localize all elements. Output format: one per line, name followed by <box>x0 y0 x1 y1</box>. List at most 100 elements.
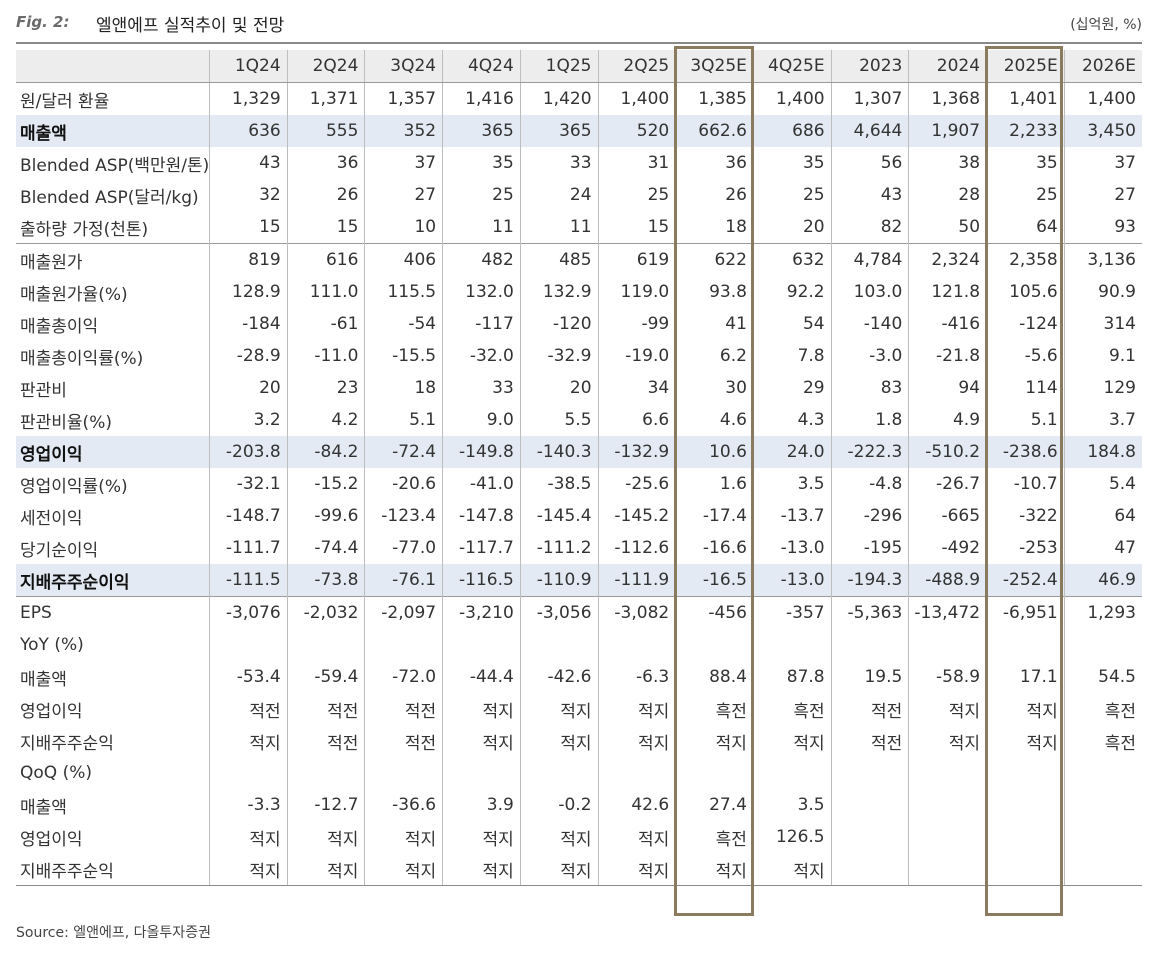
table-cell: 적지 <box>675 853 754 886</box>
table-cell: 적지 <box>597 693 676 725</box>
table-cell: 6.6 <box>597 404 676 436</box>
table-cell: 적전 <box>364 693 443 725</box>
row-label: 영업이익 <box>20 829 83 850</box>
table-cell: 3,450 <box>1063 115 1142 147</box>
table-cell: -123.4 <box>364 500 443 532</box>
table-cell: -21.8 <box>908 340 987 372</box>
table-cell: -140.3 <box>519 436 599 468</box>
table-cell: -32.0 <box>442 340 521 372</box>
table-cell: 619 <box>597 243 676 276</box>
table-row: 매출액 -53.4 -59.4 -72.0 -44.4 -42.6 -6.3 88.4 87.8… <box>16 661 1142 693</box>
table-cell: 24.0 <box>752 436 832 468</box>
row-label: 매출원가 <box>16 243 210 276</box>
table-cell <box>830 853 909 886</box>
row-label: 매출액 <box>16 115 210 147</box>
table-cell: 2,324 <box>908 243 987 276</box>
table-cell <box>675 629 754 661</box>
column-header: 1Q25 <box>519 50 599 83</box>
table-cell: 129 <box>1063 372 1142 404</box>
table-cell: 25 <box>986 179 1065 211</box>
figure-number: Fig. 2: <box>16 13 70 31</box>
table-cell <box>986 821 1065 853</box>
table-cell: 적지 <box>519 821 599 853</box>
table-cell: 적전 <box>364 725 443 757</box>
header-label-cell <box>16 50 210 83</box>
table-row: 매출총이익률(%) -28.9 -11.0 -15.5 -32.0 -32.9 -19.0 6… <box>16 340 1142 372</box>
table-cell: -36.6 <box>364 789 443 821</box>
table-cell: 10 <box>364 211 443 244</box>
table-cell: 1,416 <box>442 82 521 115</box>
table-cell: 적전 <box>286 693 365 725</box>
table-cell: -26.7 <box>908 468 987 500</box>
table-cell: 616 <box>286 243 365 276</box>
table-cell: -99.6 <box>286 500 365 532</box>
table-cell <box>286 757 365 789</box>
table-cell <box>830 821 909 853</box>
table-cell: 27 <box>364 179 443 211</box>
row-label: 매출액 <box>20 797 67 818</box>
table-cell: 485 <box>519 243 599 276</box>
table-cell: 43 <box>830 179 909 211</box>
table-row: Blended ASP(달러/kg) 32 26 27 25 24 25 26 25 43 28 25… <box>16 179 1142 211</box>
column-header: 2Q24 <box>286 50 365 83</box>
table-cell: 92.2 <box>752 276 832 308</box>
row-label: 지배주주순익 <box>16 853 210 886</box>
table-cell: 32 <box>209 179 288 211</box>
table-cell: 1,293 <box>1063 596 1142 629</box>
table-cell: -17.4 <box>675 500 754 532</box>
table-cell: -117.7 <box>442 532 521 564</box>
column-header: 3Q25E <box>675 50 754 83</box>
table-cell: -5.6 <box>986 340 1065 372</box>
table-cell: -84.2 <box>286 436 365 468</box>
table-cell: 9.0 <box>442 404 521 436</box>
table-cell: -111.9 <box>597 564 676 597</box>
table-cell: 103.0 <box>830 276 909 308</box>
table-cell: 482 <box>442 243 521 276</box>
top-rule <box>16 42 1142 44</box>
table-cell: -61 <box>286 308 365 340</box>
column-header: 2Q25 <box>597 50 676 83</box>
table-cell: -76.1 <box>364 564 443 597</box>
table-cell: 20 <box>752 211 832 244</box>
figure-header: Fig. 2: 엘앤에프 실적추이 및 전망 (십억원, %) <box>16 8 1142 38</box>
table-cell: 3.5 <box>752 789 832 821</box>
row-label: 영업이익 <box>20 701 83 722</box>
table-row: 매출액 -3.3 -12.7 -36.6 3.9 -0.2 42.6 27.4 3.5 <box>16 789 1142 821</box>
table-row: 영업이익 적전 적전 적전 적지 적지 적지 흑전 흑전 적전 적지 적지 흑전 <box>16 693 1142 725</box>
table-cell: -145.2 <box>597 500 676 532</box>
table-cell: -132.9 <box>597 436 676 468</box>
table-cell: -665 <box>908 500 987 532</box>
table-cell: 흑전 <box>752 693 832 725</box>
table-cell: -38.5 <box>519 468 599 500</box>
column-header: 3Q24 <box>364 50 443 83</box>
table-cell <box>830 789 909 821</box>
table-cell: 662.6 <box>675 115 754 147</box>
table-cell: -13.7 <box>752 500 832 532</box>
table-cell: -59.4 <box>286 661 365 693</box>
table-cell: 흑전 <box>1063 693 1142 725</box>
earnings-table: 1Q24 2Q24 3Q24 4Q24 1Q25 2Q25 3Q25E 4Q25E 2023 20… <box>16 50 1142 886</box>
table-row: EPS -3,076 -2,032 -2,097 -3,210 -3,056 -3,082-… <box>16 596 1142 629</box>
table-cell: 93.8 <box>675 276 754 308</box>
table-cell: 37 <box>364 147 443 179</box>
table-cell: -120 <box>519 308 599 340</box>
table-cell: -15.2 <box>286 468 365 500</box>
table-cell: 적지 <box>442 853 521 886</box>
table-cell: 적지 <box>364 853 443 886</box>
table-cell: 적지 <box>442 693 521 725</box>
table-cell: 4.9 <box>908 404 987 436</box>
table-cell: -73.8 <box>286 564 365 597</box>
table-cell: -111.2 <box>519 532 599 564</box>
table-cell: 적지 <box>442 725 521 757</box>
table-cell: -116.5 <box>442 564 521 597</box>
table-cell: 636 <box>209 115 288 147</box>
table-cell <box>675 757 754 789</box>
table-cell <box>908 757 987 789</box>
table-cell: -2,097 <box>364 596 443 629</box>
table-cell: 1.8 <box>830 404 909 436</box>
row-label: 지배주주순이익 <box>16 564 210 597</box>
row-label: EPS <box>16 596 210 629</box>
table-cell: -252.4 <box>986 564 1065 597</box>
column-header: 2023 <box>830 50 909 83</box>
table-cell: -44.4 <box>442 661 521 693</box>
